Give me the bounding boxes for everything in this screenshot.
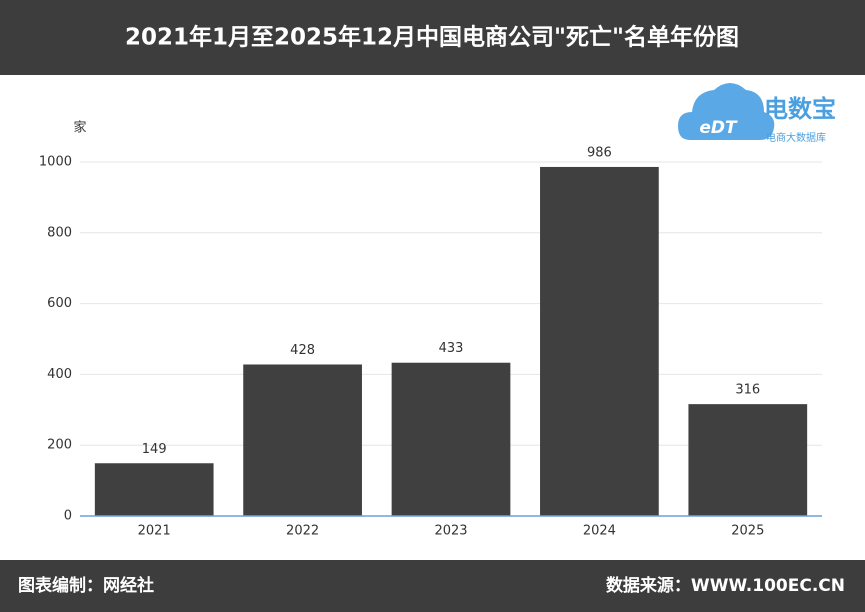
y-tick-label: 600	[47, 296, 72, 311]
data-label: 433	[439, 341, 464, 356]
footer-source: 数据来源：WWW.100EC.CN	[606, 575, 845, 596]
bar	[391, 362, 511, 516]
x-tick-label: 2022	[286, 524, 319, 539]
bar	[243, 364, 362, 516]
data-label: 316	[735, 383, 760, 398]
footer-credit: 图表编制：网经社	[18, 575, 154, 596]
logo-mark: eDT	[699, 118, 738, 138]
data-label: 149	[142, 442, 167, 457]
logo: eDT 电数宝 电商大数据库	[678, 83, 836, 144]
footer-band	[0, 560, 865, 612]
logo-name: 电数宝	[764, 95, 836, 123]
x-tick-label: 2025	[731, 524, 764, 539]
bar	[94, 463, 214, 516]
x-tick-label: 2021	[138, 524, 171, 539]
data-label: 428	[290, 343, 315, 358]
y-tick-label: 200	[47, 438, 72, 453]
bar	[688, 404, 808, 516]
x-tick-label: 2023	[434, 524, 467, 539]
y-tick-label: 1000	[39, 155, 72, 170]
logo-cloud	[678, 83, 775, 140]
y-tick-label: 0	[64, 509, 72, 524]
y-tick-label: 800	[47, 225, 72, 240]
chart-title: 2021年1月至2025年12月中国电商公司"死亡"名单年份图	[125, 24, 739, 51]
x-tick-label: 2024	[583, 524, 616, 539]
logo-tagline: 电商大数据库	[766, 131, 826, 144]
y-tick-label: 400	[47, 367, 72, 382]
y-axis-label: 家	[73, 120, 86, 136]
bar	[540, 166, 659, 516]
data-label: 986	[587, 145, 612, 160]
header-band	[0, 0, 865, 75]
